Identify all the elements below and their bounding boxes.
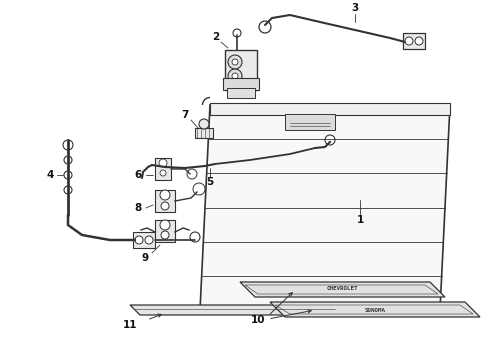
Circle shape [259, 21, 271, 33]
Circle shape [228, 55, 242, 69]
Circle shape [187, 169, 197, 179]
Text: SONOMA: SONOMA [365, 307, 386, 312]
Circle shape [159, 159, 167, 167]
Circle shape [160, 170, 166, 176]
Circle shape [64, 186, 72, 194]
Text: 1: 1 [356, 215, 364, 225]
Circle shape [233, 29, 241, 37]
Circle shape [64, 171, 72, 179]
Bar [403, 33, 425, 49]
Circle shape [415, 37, 423, 45]
Circle shape [161, 202, 169, 210]
Text: 9: 9 [142, 253, 148, 263]
Circle shape [199, 119, 209, 129]
Bar [227, 88, 255, 98]
Text: 8: 8 [134, 203, 142, 213]
Circle shape [190, 232, 200, 242]
Circle shape [161, 231, 169, 239]
Circle shape [135, 236, 143, 244]
Bar [223, 78, 259, 90]
Text: 10: 10 [251, 315, 265, 325]
Bar [225, 50, 257, 90]
Circle shape [63, 140, 73, 150]
Bar [155, 190, 175, 212]
Bar [195, 128, 213, 138]
Text: 6: 6 [134, 170, 142, 180]
Circle shape [228, 69, 242, 83]
Text: 3: 3 [351, 3, 359, 13]
Text: 4: 4 [47, 170, 54, 180]
Circle shape [232, 73, 238, 79]
Bar [155, 158, 171, 180]
Polygon shape [240, 282, 445, 297]
Bar [133, 232, 155, 248]
Text: 11: 11 [123, 320, 137, 330]
Circle shape [232, 59, 238, 65]
Circle shape [145, 236, 153, 244]
Circle shape [160, 190, 170, 200]
Polygon shape [130, 305, 340, 315]
Circle shape [64, 156, 72, 164]
Bar [210, 103, 450, 115]
Polygon shape [200, 105, 450, 310]
Polygon shape [270, 302, 480, 317]
Text: 7: 7 [181, 110, 189, 120]
Text: 2: 2 [212, 32, 220, 42]
Circle shape [160, 220, 170, 230]
Text: CHEVROLET: CHEVROLET [326, 287, 358, 292]
Bar [155, 220, 175, 242]
Circle shape [325, 135, 335, 145]
Circle shape [193, 183, 205, 195]
Text: 5: 5 [206, 177, 214, 187]
Circle shape [405, 37, 413, 45]
Bar [285, 114, 335, 130]
